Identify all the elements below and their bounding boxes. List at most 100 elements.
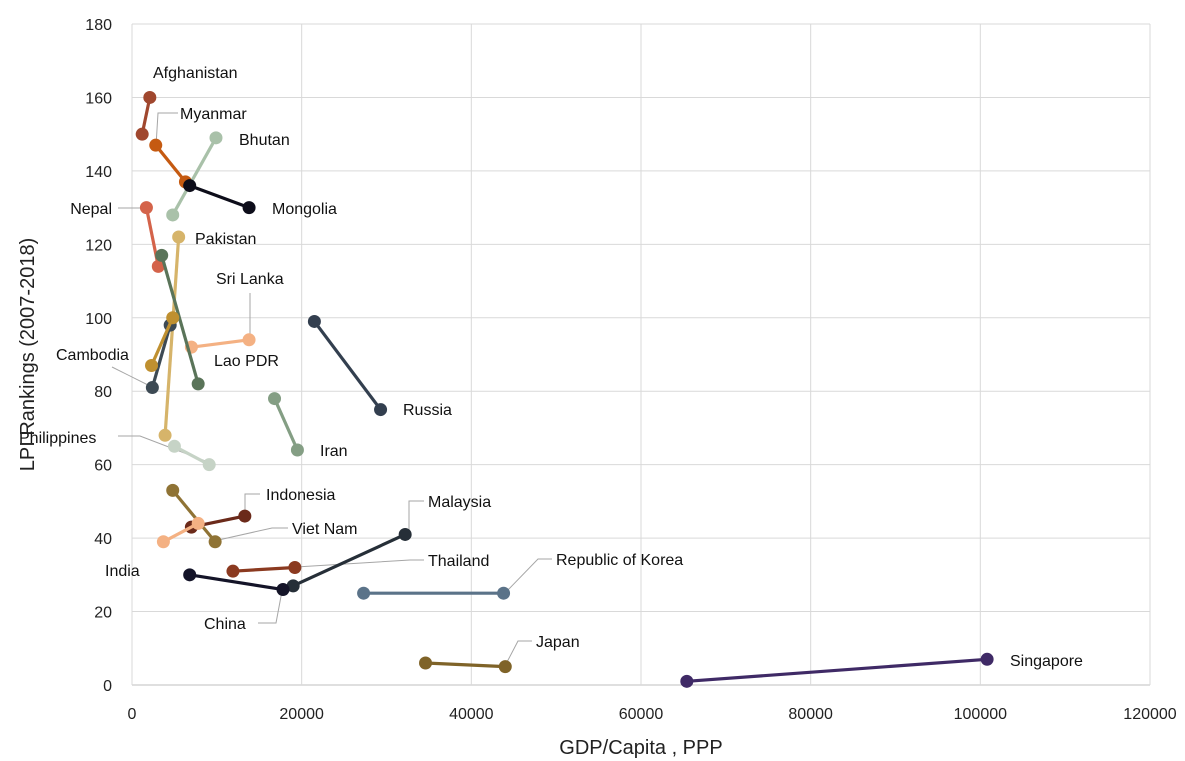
series-singapore xyxy=(680,652,994,688)
data-point-india xyxy=(191,516,205,530)
data-point-japan xyxy=(419,656,433,670)
label-pakistan: Pakistan xyxy=(195,231,256,248)
label-viet-nam: Viet Nam xyxy=(292,521,358,538)
series-philippines xyxy=(167,439,216,472)
series-bangladesh xyxy=(145,311,180,373)
y-tick-label: 0 xyxy=(103,678,112,695)
data-point-lao-pdr xyxy=(191,377,205,391)
data-point-russia xyxy=(374,403,388,417)
label-cambodia: Cambodia xyxy=(56,347,129,364)
series-line-bangladesh xyxy=(150,317,175,367)
series-line-bhutan xyxy=(171,137,218,216)
data-point-bhutan xyxy=(166,208,180,222)
label-republic-of-korea: Republic of Korea xyxy=(556,552,683,569)
label-russia: Russia xyxy=(403,402,452,419)
leader-line-malaysia xyxy=(408,500,424,532)
leader-line-republic-of-korea xyxy=(504,558,552,594)
label-bhutan: Bhutan xyxy=(239,132,290,149)
series-malaysia xyxy=(286,527,412,593)
data-point-nepal xyxy=(151,259,165,273)
leader-line-china xyxy=(258,590,283,624)
data-point-india xyxy=(156,535,170,549)
data-point-russia xyxy=(307,314,321,328)
data-point-republic-of-korea xyxy=(497,586,511,600)
series-russia xyxy=(307,314,388,417)
label-singapore: Singapore xyxy=(1010,653,1083,670)
label-leader-lines xyxy=(111,112,552,665)
data-point-thailand xyxy=(288,560,302,574)
data-point-singapore xyxy=(680,674,694,688)
data-point-singapore xyxy=(980,652,994,666)
label-lao-pdr: Lao PDR xyxy=(214,353,279,370)
data-point-viet-nam xyxy=(166,483,180,497)
label-india: India xyxy=(105,563,140,580)
data-point-bangladesh xyxy=(166,311,180,325)
data-point-iran xyxy=(290,443,304,457)
label-philippines: Philippines xyxy=(19,430,96,447)
data-point-bangladesh xyxy=(145,359,159,373)
data-point-japan xyxy=(498,660,512,674)
data-point-mongolia xyxy=(242,201,256,215)
data-point-viet-nam xyxy=(208,535,222,549)
label-china: China xyxy=(204,616,246,633)
series-line-myanmar xyxy=(154,144,187,183)
label-afghanistan: Afghanistan xyxy=(153,65,238,82)
data-point-pakistan xyxy=(172,230,186,244)
x-axis-title: GDP/Capita , PPP xyxy=(559,737,722,759)
x-tick-label: 80000 xyxy=(788,706,833,723)
data-point-afghanistan xyxy=(135,127,149,141)
series-thailand xyxy=(226,560,302,578)
data-point-indonesia xyxy=(238,509,252,523)
y-tick-label: 100 xyxy=(85,311,112,328)
x-tick-label: 120000 xyxy=(1123,706,1176,723)
data-point-china xyxy=(276,583,290,597)
series-line-singapore xyxy=(686,657,988,683)
series-afghanistan xyxy=(135,90,157,141)
series-line-viet-nam xyxy=(171,489,217,543)
series-nepal xyxy=(139,201,165,273)
gridlines xyxy=(131,23,1151,686)
series-mongolia xyxy=(183,179,256,215)
axes: 0 20 40 60 80 100 120 140 160 180 0 20000 40000 60000… xyxy=(85,17,1177,723)
x-tick-label: 60000 xyxy=(619,706,664,723)
label-myanmar: Myanmar xyxy=(180,106,247,123)
data-point-philippines xyxy=(202,458,216,472)
data-series xyxy=(135,90,994,688)
leader-line-thailand xyxy=(295,559,424,568)
label-indonesia: Indonesia xyxy=(266,487,335,504)
leader-line-indonesia xyxy=(244,493,260,514)
data-point-sri-lanka xyxy=(242,333,256,347)
series-line-russia xyxy=(313,320,382,411)
label-thailand: Thailand xyxy=(428,553,489,570)
y-tick-label: 20 xyxy=(94,605,112,622)
leader-line-viet-nam xyxy=(213,527,288,542)
label-sri-lanka: Sri Lanka xyxy=(216,271,284,288)
data-point-bhutan xyxy=(209,131,223,145)
y-tick-label: 60 xyxy=(94,458,112,475)
series-labels: Afghanistan Myanmar Bhutan Mongolia Nepal Pak… xyxy=(19,65,1083,670)
series-line-india xyxy=(162,522,199,544)
series-lao-pdr xyxy=(155,248,205,391)
series-japan xyxy=(419,656,512,674)
series-india xyxy=(156,516,205,549)
series-line-malaysia xyxy=(292,532,406,588)
y-tick-label: 40 xyxy=(94,531,112,548)
label-nepal: Nepal xyxy=(70,201,112,218)
series-line-china xyxy=(189,573,284,592)
series-pakistan xyxy=(158,230,186,442)
y-tick-label: 80 xyxy=(94,384,112,401)
data-point-lao-pdr xyxy=(155,248,169,262)
series-sri-lanka xyxy=(184,333,256,354)
label-mongolia: Mongolia xyxy=(272,201,337,218)
data-point-china xyxy=(183,568,197,582)
data-point-pakistan xyxy=(158,428,172,442)
y-tick-label: 160 xyxy=(85,90,112,107)
x-tick-label: 40000 xyxy=(449,706,494,723)
series-viet-nam xyxy=(166,483,222,549)
data-point-cambodia xyxy=(145,381,159,395)
data-point-malaysia xyxy=(398,527,412,541)
y-tick-label: 140 xyxy=(85,164,112,181)
y-tick-label: 180 xyxy=(85,17,112,34)
label-iran: Iran xyxy=(320,443,348,460)
